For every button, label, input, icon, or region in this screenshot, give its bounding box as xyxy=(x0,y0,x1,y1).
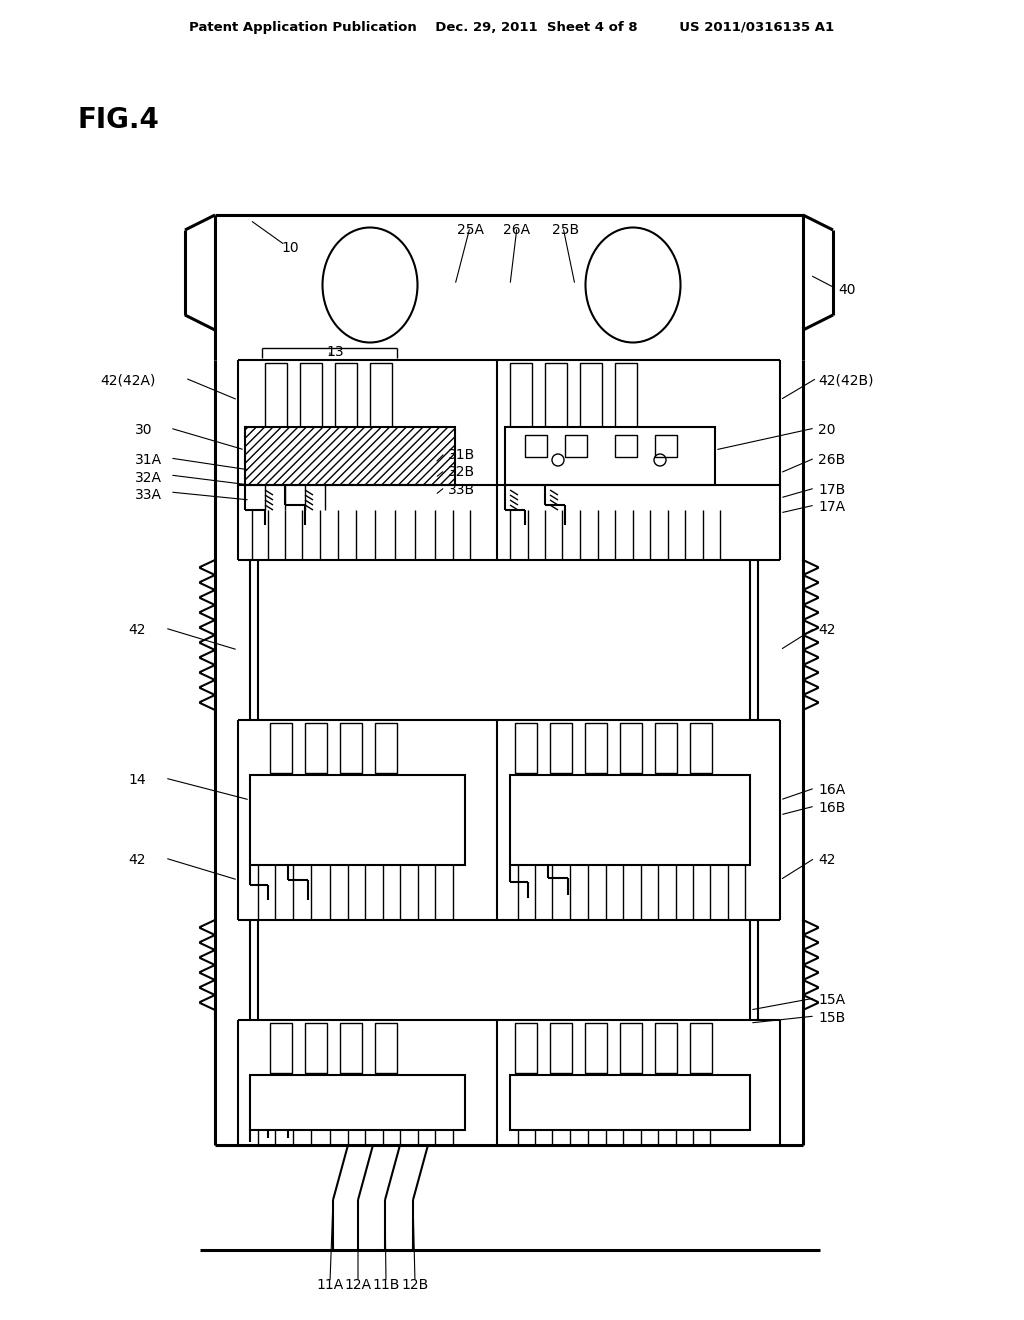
Bar xyxy=(270,723,292,774)
Bar xyxy=(565,436,587,457)
Bar xyxy=(305,723,327,774)
Text: 25A: 25A xyxy=(457,223,483,238)
Bar xyxy=(375,723,397,774)
Ellipse shape xyxy=(323,227,418,342)
Text: 42: 42 xyxy=(128,853,145,867)
Text: 14: 14 xyxy=(128,774,145,787)
Bar xyxy=(340,723,362,774)
Bar xyxy=(690,723,712,774)
Text: 11B: 11B xyxy=(373,1278,399,1292)
Text: 12A: 12A xyxy=(344,1278,372,1292)
Bar xyxy=(615,363,637,428)
Text: 13: 13 xyxy=(327,345,344,359)
Text: 11A: 11A xyxy=(316,1278,344,1292)
Text: 16A: 16A xyxy=(818,783,845,797)
Text: 32B: 32B xyxy=(449,465,475,479)
Text: 10: 10 xyxy=(282,242,299,255)
Bar xyxy=(585,723,607,774)
Text: 42(42B): 42(42B) xyxy=(818,374,873,387)
Text: 20: 20 xyxy=(818,422,836,437)
Bar xyxy=(615,436,637,457)
Bar xyxy=(585,1023,607,1073)
Bar xyxy=(270,1023,292,1073)
Bar xyxy=(250,775,465,865)
Bar xyxy=(250,1074,465,1130)
Text: 17A: 17A xyxy=(818,500,845,513)
Bar xyxy=(515,723,537,774)
Text: 16B: 16B xyxy=(818,801,846,814)
Bar xyxy=(510,1074,750,1130)
Text: 17B: 17B xyxy=(818,483,845,498)
Bar xyxy=(550,1023,572,1073)
Bar xyxy=(655,436,677,457)
Bar xyxy=(620,723,642,774)
Text: 42: 42 xyxy=(128,623,145,638)
Bar xyxy=(550,723,572,774)
Bar xyxy=(545,363,567,428)
Bar xyxy=(245,426,455,484)
Bar xyxy=(655,723,677,774)
Bar xyxy=(510,363,532,428)
Text: 25B: 25B xyxy=(552,223,580,238)
Text: 26A: 26A xyxy=(504,223,530,238)
Bar xyxy=(690,1023,712,1073)
Bar xyxy=(510,775,750,865)
Text: 12B: 12B xyxy=(401,1278,429,1292)
Bar xyxy=(340,1023,362,1073)
Text: 33B: 33B xyxy=(449,483,475,498)
Text: 15B: 15B xyxy=(818,1011,845,1026)
Text: 40: 40 xyxy=(838,282,855,297)
Bar xyxy=(580,363,602,428)
Text: 42: 42 xyxy=(818,853,836,867)
Bar xyxy=(620,1023,642,1073)
Bar xyxy=(305,1023,327,1073)
Text: 32A: 32A xyxy=(135,471,162,484)
Bar xyxy=(265,363,287,428)
Text: 15A: 15A xyxy=(818,993,845,1007)
Text: 26B: 26B xyxy=(818,453,845,467)
Bar xyxy=(505,426,715,484)
Text: 31A: 31A xyxy=(135,453,162,467)
Bar xyxy=(370,363,392,428)
Bar xyxy=(525,436,547,457)
Bar xyxy=(335,363,357,428)
Bar xyxy=(515,1023,537,1073)
Ellipse shape xyxy=(586,227,681,342)
Bar xyxy=(655,1023,677,1073)
Bar xyxy=(300,363,322,428)
Text: Patent Application Publication    Dec. 29, 2011  Sheet 4 of 8         US 2011/03: Patent Application Publication Dec. 29, … xyxy=(189,21,835,34)
Text: 42(42A): 42(42A) xyxy=(100,374,156,387)
Bar xyxy=(375,1023,397,1073)
Text: 42: 42 xyxy=(818,623,836,638)
Text: FIG.4: FIG.4 xyxy=(78,106,160,135)
Text: 31B: 31B xyxy=(449,447,475,462)
Text: 30: 30 xyxy=(135,422,153,437)
Text: 33A: 33A xyxy=(135,488,162,502)
